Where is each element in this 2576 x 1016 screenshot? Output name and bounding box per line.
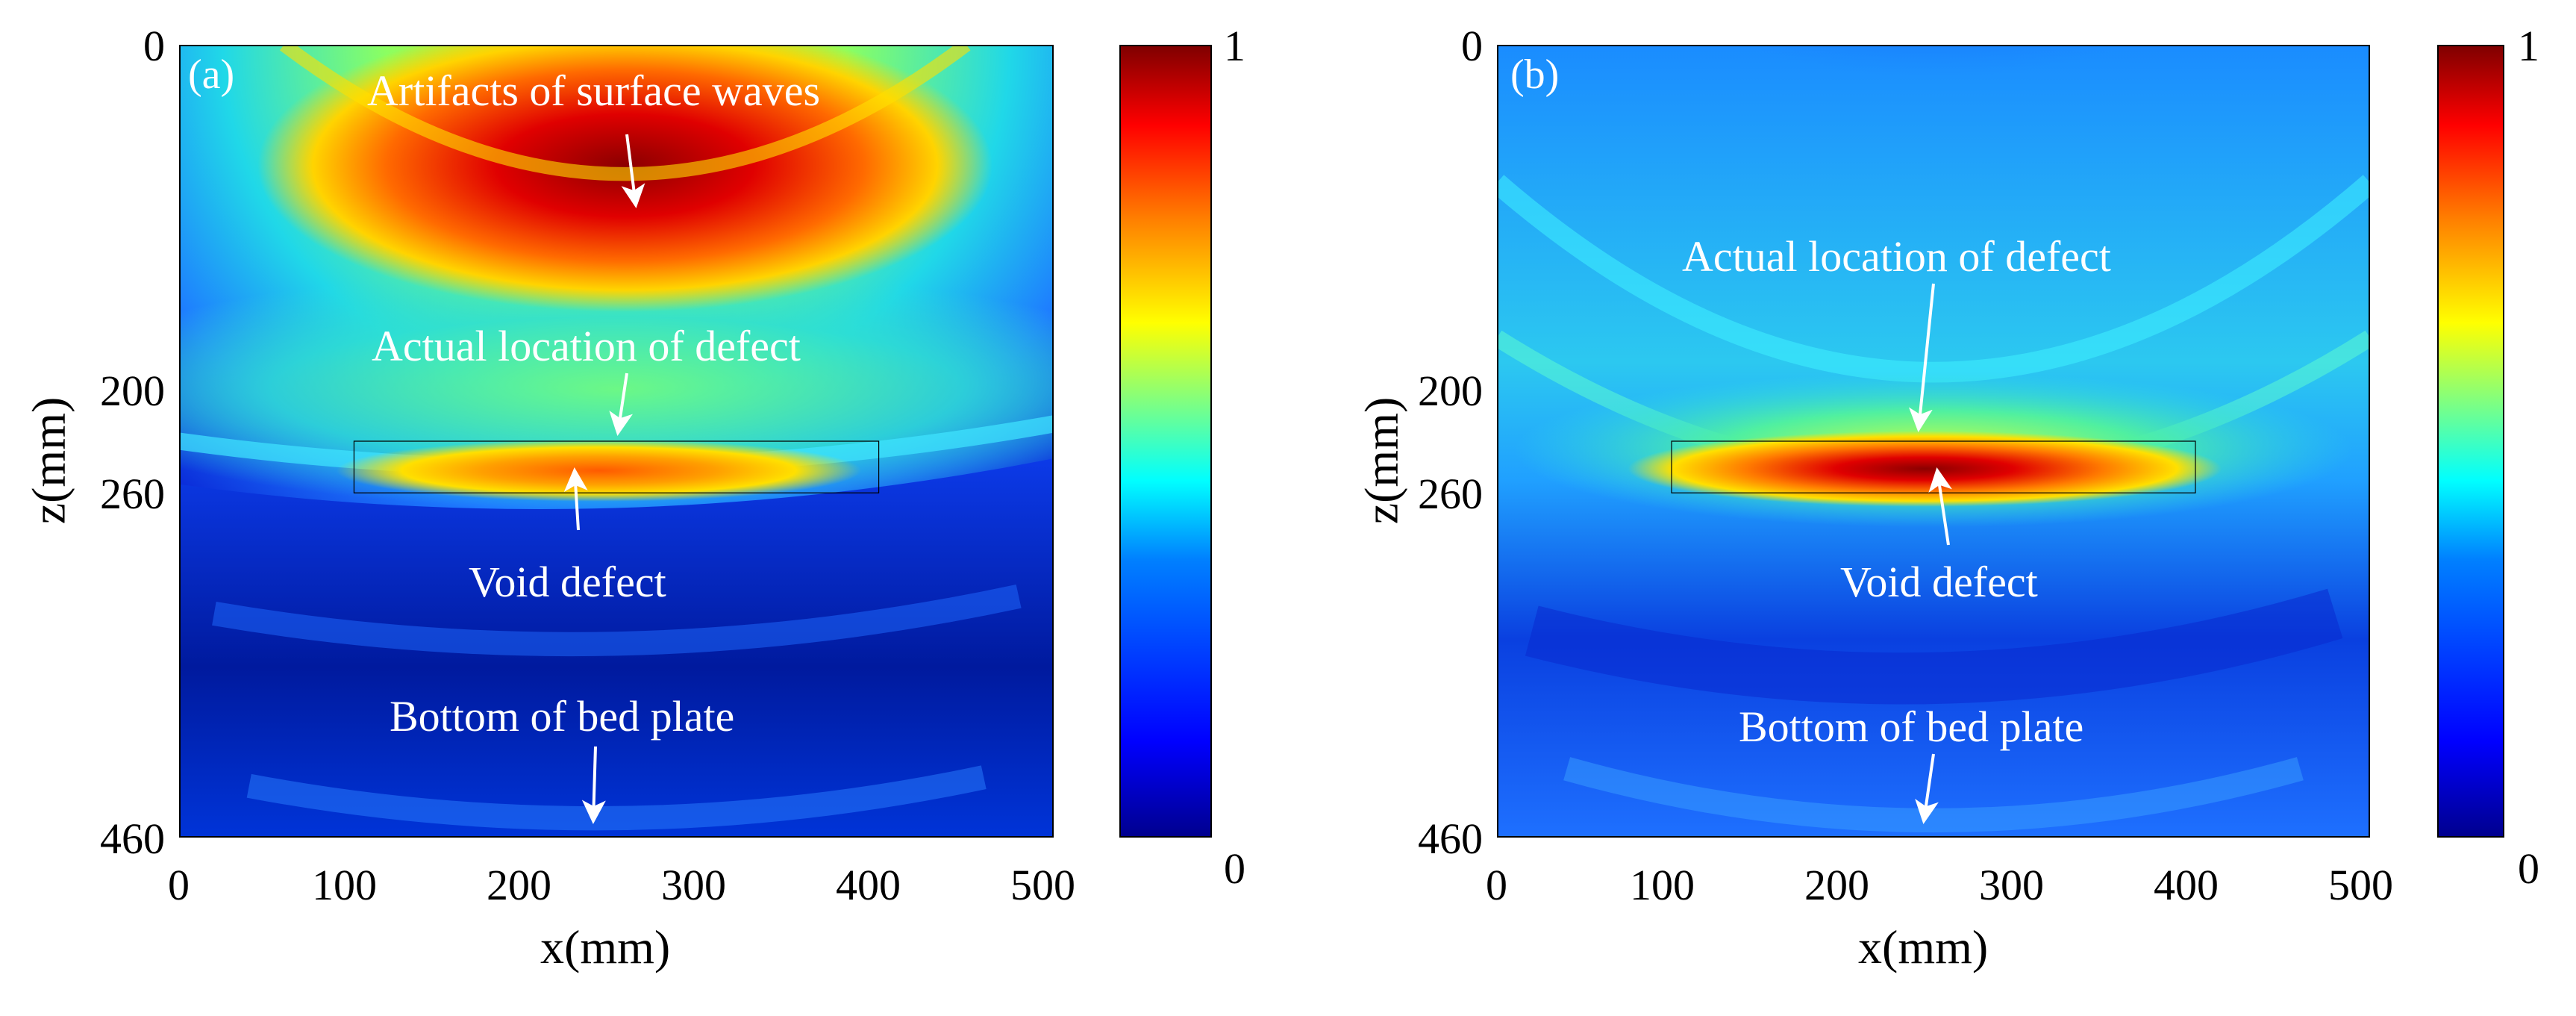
annotation-actual-location-b: Actual location of defect [1682, 232, 2111, 281]
y-tick-b-460: 460 [1418, 814, 1483, 863]
y-axis-label-a: z(mm) [22, 396, 75, 525]
heatmap-b [1497, 45, 2370, 838]
x-tick-a-100: 100 [312, 861, 377, 909]
x-tick-a-200: 200 [487, 861, 551, 909]
x-tick-b-300: 300 [1979, 861, 2044, 909]
panel-label-a: (a) [188, 52, 235, 98]
colorbar-a [1119, 45, 1212, 838]
panel-a: (a) Artifacts of surface waves Actual lo… [22, 22, 1245, 973]
colorbar-min-a: 0 [1224, 844, 1245, 893]
panel-label-b: (b) [1510, 52, 1560, 98]
heatmap-a [179, 45, 1054, 838]
annotation-bottom-bed-a: Bottom of bed plate [390, 692, 735, 741]
x-axis-label-b: x(mm) [1858, 920, 1989, 973]
x-tick-b-500: 500 [2328, 861, 2393, 909]
x-axis-label-a: x(mm) [540, 920, 671, 973]
x-tick-a-400: 400 [836, 861, 901, 909]
y-tick-a-0: 0 [143, 22, 165, 70]
x-tick-b-400: 400 [2154, 861, 2219, 909]
x-tick-a-500: 500 [1010, 861, 1075, 909]
panel-b: (b) Actual location of defect Void defec… [1288, 0, 2576, 1016]
annotation-bottom-bed-b: Bottom of bed plate [1739, 702, 2084, 751]
x-tick-a-300: 300 [661, 861, 726, 909]
y-tick-a-460: 460 [100, 814, 165, 863]
x-tick-a-0: 0 [168, 861, 190, 909]
y-axis-label-b: z(mm) [1354, 396, 1408, 525]
colorbar-min-b: 0 [2518, 844, 2539, 893]
annotation-void-defect-b: Void defect [1840, 558, 2038, 606]
x-tick-b-200: 200 [1804, 861, 1869, 909]
y-tick-a-200: 200 [100, 367, 165, 415]
annotation-void-defect-a: Void defect [469, 558, 666, 606]
colorbar-max-a: 1 [1224, 22, 1245, 70]
heatmap-plot-a: (a) Artifacts of surface waves Actual lo… [179, 45, 1054, 838]
x-tick-b-100: 100 [1630, 861, 1695, 909]
y-tick-b-200: 200 [1418, 367, 1483, 415]
colorbar-b [2437, 45, 2504, 838]
annotation-actual-location-a: Actual location of defect [372, 322, 801, 370]
y-tick-a-260: 260 [100, 470, 165, 518]
y-tick-b-0: 0 [1461, 22, 1483, 70]
heatmap-plot-b: (b) Actual location of defect Void defec… [1497, 45, 2370, 838]
x-tick-b-0: 0 [1486, 861, 1507, 909]
y-tick-b-260: 260 [1418, 470, 1483, 518]
annotation-surface-waves: Artifacts of surface waves [367, 66, 821, 115]
colorbar-max-b: 1 [2518, 22, 2539, 70]
